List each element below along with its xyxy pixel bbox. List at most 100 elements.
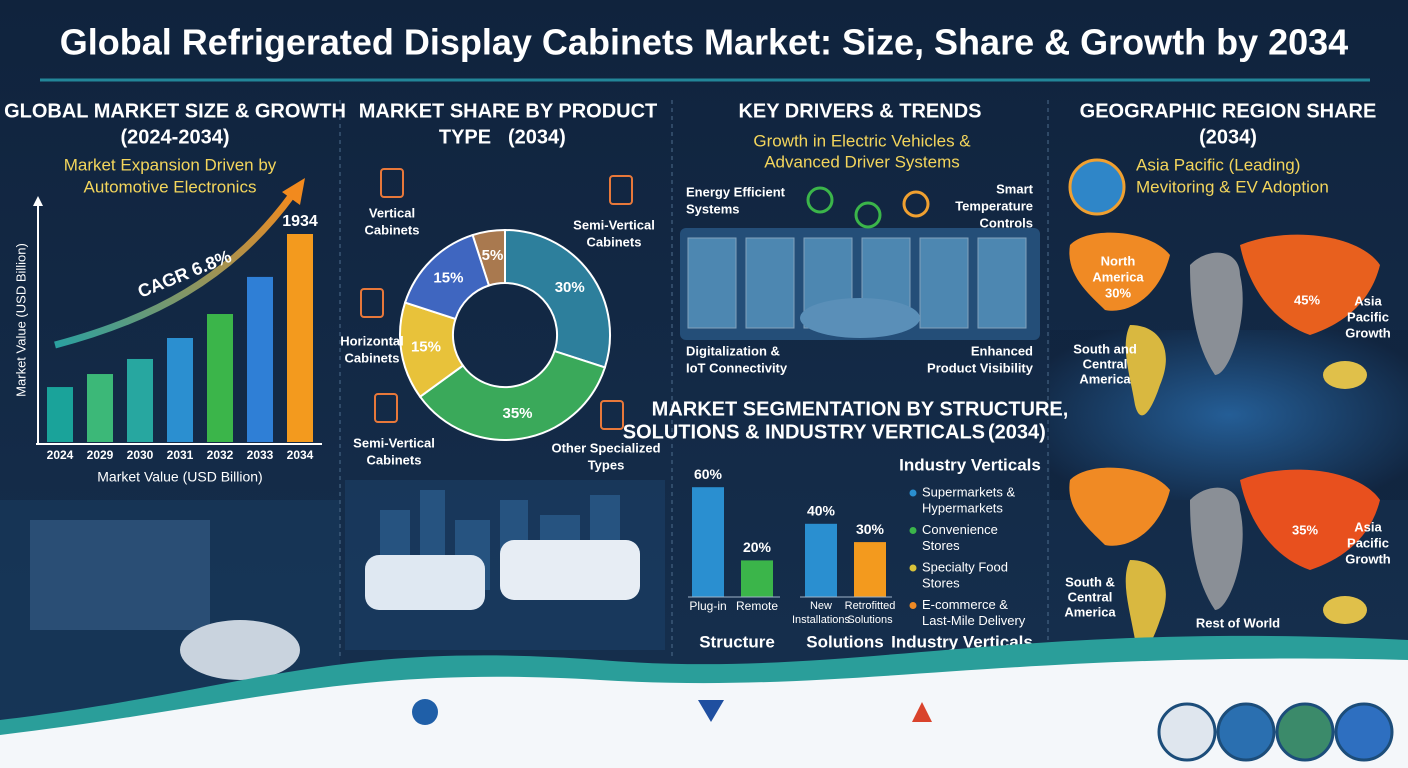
section-heading: KEY DRIVERS & TRENDS <box>738 100 981 122</box>
map-label: 45% <box>1294 292 1320 307</box>
data-label: 20% <box>743 539 772 555</box>
x-tick-label: Remote <box>736 599 778 613</box>
map-label: Asia <box>1354 519 1382 534</box>
subtitle: Automotive Electronics <box>84 177 257 196</box>
map-label: 30% <box>1105 285 1131 300</box>
title: Global Refrigerated Display Cabinets Mar… <box>60 22 1348 63</box>
map-label: Pacific <box>1347 309 1389 324</box>
subtitle: Advanced Driver Systems <box>764 152 960 171</box>
section-heading: MARKET SEGMENTATION BY STRUCTURE, <box>652 398 1069 420</box>
group-label: Structure <box>699 632 775 651</box>
data-label: 30% <box>856 521 885 537</box>
map-label: South and <box>1073 341 1137 356</box>
bar <box>854 542 886 597</box>
globe-icon <box>1068 158 1126 216</box>
segment-icon <box>380 168 404 198</box>
x-tick-label: 2034 <box>287 448 314 462</box>
segment-icon <box>609 175 633 205</box>
section-period: (2034) <box>1199 126 1257 148</box>
bar <box>87 374 113 442</box>
bar <box>247 276 273 442</box>
map-label: Growth <box>1345 325 1391 340</box>
bus <box>500 540 640 600</box>
segment-label: Cabinets <box>345 350 400 365</box>
map-label: Rest of World <box>1196 615 1280 630</box>
segment-label: Semi-Vertical <box>573 217 655 232</box>
driver-label: Systems <box>686 201 739 216</box>
continent <box>1323 361 1367 389</box>
bar <box>167 338 193 442</box>
driver-label: IoT Connectivity <box>686 360 788 375</box>
icons <box>1157 702 1394 762</box>
map-label: America <box>1064 604 1116 619</box>
data-label: 15% <box>411 338 441 355</box>
driver-label: Product Visibility <box>927 360 1034 375</box>
map-label: Growth <box>1345 551 1391 566</box>
donut-segment <box>403 233 491 321</box>
display-case <box>800 298 920 338</box>
segment-label: Cabinets <box>367 452 422 467</box>
bar <box>692 487 724 597</box>
continent <box>1125 325 1166 416</box>
bar <box>207 314 233 442</box>
map-label: Central <box>1068 589 1113 604</box>
segment-icon <box>600 400 624 430</box>
driver-icon <box>806 186 834 214</box>
axis-arrow <box>33 196 43 206</box>
section-period: (2034) <box>508 126 566 148</box>
continent <box>1190 252 1243 375</box>
list-bullet <box>909 564 917 572</box>
list-bullet <box>909 527 917 534</box>
driver-label: Energy Efficient <box>686 184 786 199</box>
list-item: Supermarkets & <box>922 484 1016 499</box>
section-period: (2034) <box>988 421 1046 443</box>
x-tick-label: Solutions <box>847 614 893 626</box>
map-label: 35% <box>1292 522 1318 537</box>
continent <box>1240 234 1380 335</box>
continent <box>1190 487 1243 610</box>
fridge <box>919 237 969 329</box>
list-item: E-commerce & <box>922 597 1008 612</box>
list-item: Stores <box>922 575 960 590</box>
map-label: North <box>1101 253 1136 268</box>
map-label: America <box>1079 371 1131 386</box>
driver-icon <box>854 201 882 229</box>
section-heading: GEOGRAPHIC REGION SHARE <box>1080 100 1377 122</box>
segment-label: Semi-Vertical <box>353 435 435 450</box>
x-tick-label: Retrofitted <box>845 600 896 612</box>
y-axis-label: Market Value (USD Billion) <box>13 243 28 397</box>
map-label: Asia <box>1354 293 1382 308</box>
data-label: 60% <box>694 466 723 482</box>
bar <box>741 560 773 597</box>
section-heading: SOLUTIONS & INDUSTRY VERTICALS <box>623 421 985 443</box>
segment-label: Vertical <box>369 205 415 220</box>
map-label: America <box>1092 269 1144 284</box>
driver-label: Digitalization & <box>686 343 780 358</box>
list-item: Hypermarkets <box>922 500 1003 515</box>
segment-label: Types <box>588 457 625 472</box>
bar <box>805 523 837 597</box>
list-item: Stores <box>922 538 960 553</box>
machine <box>30 520 210 630</box>
subtitle: Growth in Electric Vehicles & <box>753 131 971 150</box>
map-label: Central <box>1083 356 1128 371</box>
list-bullet <box>909 489 917 497</box>
segment-label: Cabinets <box>365 222 420 237</box>
bar <box>287 234 313 442</box>
donut-segment <box>504 228 612 369</box>
driver-label: Controls <box>980 215 1033 230</box>
segment-label: Horizontal <box>340 333 404 348</box>
continent <box>1125 560 1166 651</box>
growth-arrowhead <box>282 178 305 205</box>
data-label: 40% <box>807 503 836 519</box>
logo-icon <box>698 700 724 722</box>
list-item: Last-Mile Delivery <box>922 613 1026 628</box>
bar <box>127 358 153 442</box>
list-heading: Industry Verticals <box>899 455 1041 474</box>
fridge <box>977 237 1027 329</box>
x-tick-label: 2029 <box>87 448 114 462</box>
data-label: 1934 <box>282 213 318 230</box>
continent <box>1240 469 1380 570</box>
